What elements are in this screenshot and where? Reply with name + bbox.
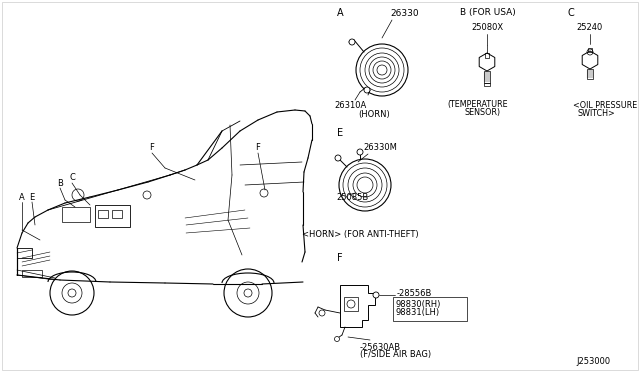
Circle shape — [244, 289, 252, 297]
Text: (F/SIDE AIR BAG): (F/SIDE AIR BAG) — [360, 350, 431, 359]
Text: (TEMPERATURE: (TEMPERATURE — [448, 100, 508, 109]
Text: 26310A: 26310A — [335, 100, 367, 109]
Bar — [587, 69, 593, 79]
Text: SENSOR): SENSOR) — [465, 109, 501, 118]
Text: 26330: 26330 — [390, 9, 419, 17]
Text: 25085B: 25085B — [336, 193, 368, 202]
Bar — [344, 297, 358, 311]
Text: B (FOR USA): B (FOR USA) — [460, 9, 516, 17]
Circle shape — [349, 39, 355, 45]
Bar — [62, 207, 90, 222]
Text: 98830(RH): 98830(RH) — [396, 301, 442, 310]
Text: C: C — [567, 8, 573, 18]
Circle shape — [357, 149, 363, 155]
Circle shape — [335, 155, 341, 161]
Text: C: C — [69, 173, 75, 183]
Circle shape — [373, 292, 379, 298]
Text: SWITCH>: SWITCH> — [578, 109, 616, 118]
Text: <OIL PRESSURE: <OIL PRESSURE — [573, 100, 637, 109]
Text: E: E — [29, 192, 35, 202]
Text: 98831(LH): 98831(LH) — [396, 308, 440, 317]
Circle shape — [68, 289, 76, 297]
Bar — [95, 205, 130, 227]
Text: -28556B: -28556B — [397, 289, 433, 298]
Text: -25630AB: -25630AB — [360, 343, 401, 352]
Text: (HORN): (HORN) — [358, 110, 390, 119]
Circle shape — [335, 337, 339, 341]
Text: F: F — [150, 144, 154, 153]
Circle shape — [319, 310, 325, 316]
Text: F: F — [337, 253, 342, 263]
Circle shape — [364, 87, 370, 93]
Text: J253000: J253000 — [576, 357, 610, 366]
Bar — [22, 270, 42, 277]
Text: 25080X: 25080X — [471, 23, 503, 32]
Bar — [588, 48, 592, 52]
Text: 26330M: 26330M — [363, 144, 397, 153]
Text: 25240: 25240 — [577, 23, 603, 32]
Bar — [17, 248, 32, 258]
Bar — [393, 297, 467, 321]
Text: F: F — [255, 144, 260, 153]
Text: A: A — [337, 8, 344, 18]
Text: B: B — [57, 179, 63, 187]
Bar — [112, 210, 122, 218]
Bar — [98, 210, 108, 218]
Text: A: A — [19, 192, 25, 202]
Text: E: E — [337, 128, 343, 138]
Text: <HORN> (FOR ANTI-THEFT): <HORN> (FOR ANTI-THEFT) — [301, 231, 419, 240]
Bar — [484, 71, 490, 83]
Bar — [485, 53, 489, 58]
